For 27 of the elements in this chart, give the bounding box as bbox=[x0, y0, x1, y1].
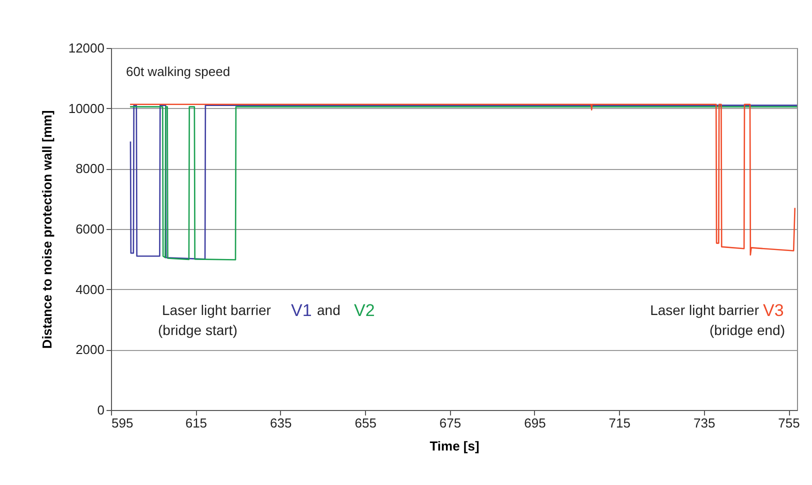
annotation: Laser light barrier bbox=[162, 302, 272, 318]
x-tick-label: 695 bbox=[524, 416, 546, 430]
y-axis-title: Distance to noise protection wall [mm] bbox=[39, 110, 54, 349]
x-tick-label: 655 bbox=[354, 416, 376, 430]
annotation: 60t walking speed bbox=[126, 64, 230, 79]
x-tick-label: 615 bbox=[185, 416, 208, 430]
y-tick-label: 12000 bbox=[68, 40, 104, 56]
y-tick-label: 4000 bbox=[76, 282, 104, 297]
annotation: (bridge end) bbox=[710, 322, 785, 338]
annotation: (bridge start) bbox=[158, 322, 238, 338]
annotation: and bbox=[317, 302, 340, 318]
x-tick-label: 755 bbox=[778, 416, 800, 430]
annotation: Laser light barrier bbox=[650, 302, 760, 318]
x-tick-label: 715 bbox=[608, 416, 630, 430]
x-axis-title: Time [s] bbox=[430, 438, 480, 454]
x-tick-label: 675 bbox=[439, 416, 462, 430]
y-tick-label: 6000 bbox=[76, 222, 104, 236]
y-tick-label: 0 bbox=[97, 402, 104, 418]
y-tick-label: 2000 bbox=[76, 342, 104, 358]
y-tick-label: 8000 bbox=[76, 161, 104, 176]
y-tick-label: 10000 bbox=[68, 100, 104, 116]
text: V1 bbox=[291, 301, 312, 320]
x-tick-label: 635 bbox=[270, 416, 292, 430]
text: V2 bbox=[354, 301, 375, 320]
text: V3 bbox=[763, 301, 784, 320]
x-tick-label: 735 bbox=[693, 416, 716, 430]
x-tick-label: 595 bbox=[112, 416, 134, 430]
